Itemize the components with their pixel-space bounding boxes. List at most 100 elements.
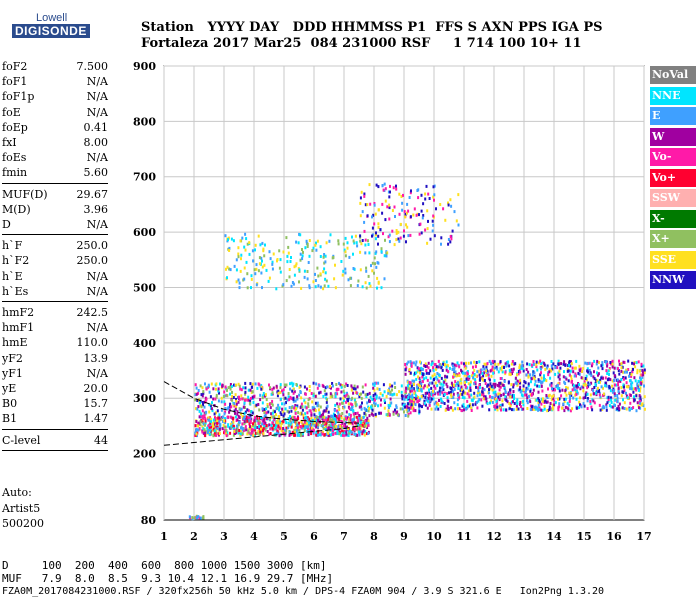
- echo-point: [381, 202, 384, 206]
- cluster-f-trace-base: [194, 414, 370, 438]
- echo-point: [289, 395, 292, 399]
- echo-point: [277, 403, 280, 407]
- echo-point: [342, 396, 345, 400]
- echo-point: [493, 366, 496, 370]
- echo-point: [641, 375, 644, 379]
- echo-point: [257, 234, 260, 238]
- echo-point: [375, 183, 378, 187]
- echo-point: [483, 367, 486, 371]
- echo-point: [640, 364, 643, 368]
- echo-point: [416, 189, 419, 192]
- echo-point: [420, 193, 423, 197]
- echo-point: [204, 429, 207, 433]
- echo-point: [297, 433, 300, 437]
- echo-point: [232, 396, 235, 399]
- echo-point: [350, 388, 353, 392]
- param-key: fxI: [2, 136, 17, 149]
- echo-point: [194, 424, 197, 428]
- echo-point: [299, 390, 302, 393]
- echo-point: [568, 363, 571, 367]
- echo-point: [469, 383, 472, 387]
- echo-point: [611, 379, 614, 383]
- echo-point: [341, 421, 344, 425]
- echo-point: [478, 383, 481, 387]
- echo-point: [221, 415, 224, 419]
- y-tick-label: 900: [133, 60, 156, 73]
- echo-point: [422, 373, 425, 376]
- echo-point: [300, 286, 303, 290]
- echo-point: [419, 379, 422, 383]
- echo-point: [375, 250, 378, 254]
- echo-point: [251, 390, 254, 394]
- echo-point: [478, 373, 481, 377]
- x-tick-label: 16: [606, 530, 622, 543]
- echo-point: [270, 392, 273, 396]
- echo-point: [201, 516, 204, 520]
- echo-point: [212, 397, 215, 401]
- echo-point: [447, 242, 450, 246]
- echo-point: [297, 417, 300, 420]
- echo-point: [486, 362, 489, 366]
- echo-point: [601, 363, 604, 367]
- echo-point: [387, 406, 390, 410]
- legend-item-vo: Vo-: [650, 148, 696, 166]
- echo-point: [636, 386, 639, 390]
- echo-point: [529, 400, 532, 404]
- echo-point: [485, 369, 488, 373]
- echo-point: [422, 386, 425, 390]
- echo-point: [337, 387, 340, 391]
- echo-point: [353, 384, 356, 388]
- echo-point: [340, 385, 343, 389]
- echo-point: [383, 399, 386, 403]
- echo-point: [488, 395, 491, 399]
- echo-point: [235, 398, 237, 401]
- echo-point: [220, 408, 223, 412]
- echo-point: [562, 402, 565, 406]
- echo-point: [568, 394, 571, 398]
- echo-point: [271, 262, 274, 266]
- echo-point: [399, 222, 402, 226]
- param-key: MUF(D): [2, 187, 48, 201]
- echo-point: [360, 416, 363, 420]
- param-key: foE: [2, 105, 21, 119]
- echo-point: [460, 361, 463, 365]
- echo-point: [244, 425, 247, 429]
- echo-point: [447, 203, 450, 207]
- echo-point: [373, 202, 376, 205]
- echo-point: [195, 432, 198, 436]
- echo-point: [263, 424, 266, 428]
- echo-point: [319, 433, 322, 437]
- echo-point: [584, 396, 587, 399]
- echo-point: [298, 232, 301, 236]
- echo-point: [232, 239, 235, 243]
- echo-point: [398, 192, 401, 196]
- echo-point: [286, 398, 289, 402]
- echo-point: [480, 370, 482, 374]
- param-row-d: D N/A: [2, 218, 108, 232]
- echo-point: [619, 379, 622, 383]
- echo-point: [432, 366, 435, 370]
- echo-point: [351, 235, 353, 239]
- echo-point: [269, 406, 272, 410]
- echo-point: [491, 388, 494, 392]
- echo-point: [304, 392, 307, 396]
- echo-point: [440, 376, 443, 380]
- echo-point: [510, 368, 513, 372]
- echo-point: [275, 287, 278, 291]
- echo-point: [320, 413, 323, 417]
- echo-point: [315, 430, 318, 434]
- echo-point: [339, 383, 342, 387]
- echo-point: [374, 412, 377, 416]
- echo-point: [279, 383, 282, 387]
- echo-point: [384, 199, 387, 203]
- echo-point: [195, 420, 198, 423]
- echo-point: [296, 433, 299, 437]
- echo-point: [265, 416, 268, 420]
- echo-point: [227, 386, 230, 390]
- echo-point: [428, 381, 431, 385]
- echo-point: [494, 397, 497, 401]
- echo-point: [431, 381, 434, 385]
- echo-point: [223, 429, 226, 433]
- echo-point: [287, 251, 290, 255]
- echo-point: [479, 376, 482, 380]
